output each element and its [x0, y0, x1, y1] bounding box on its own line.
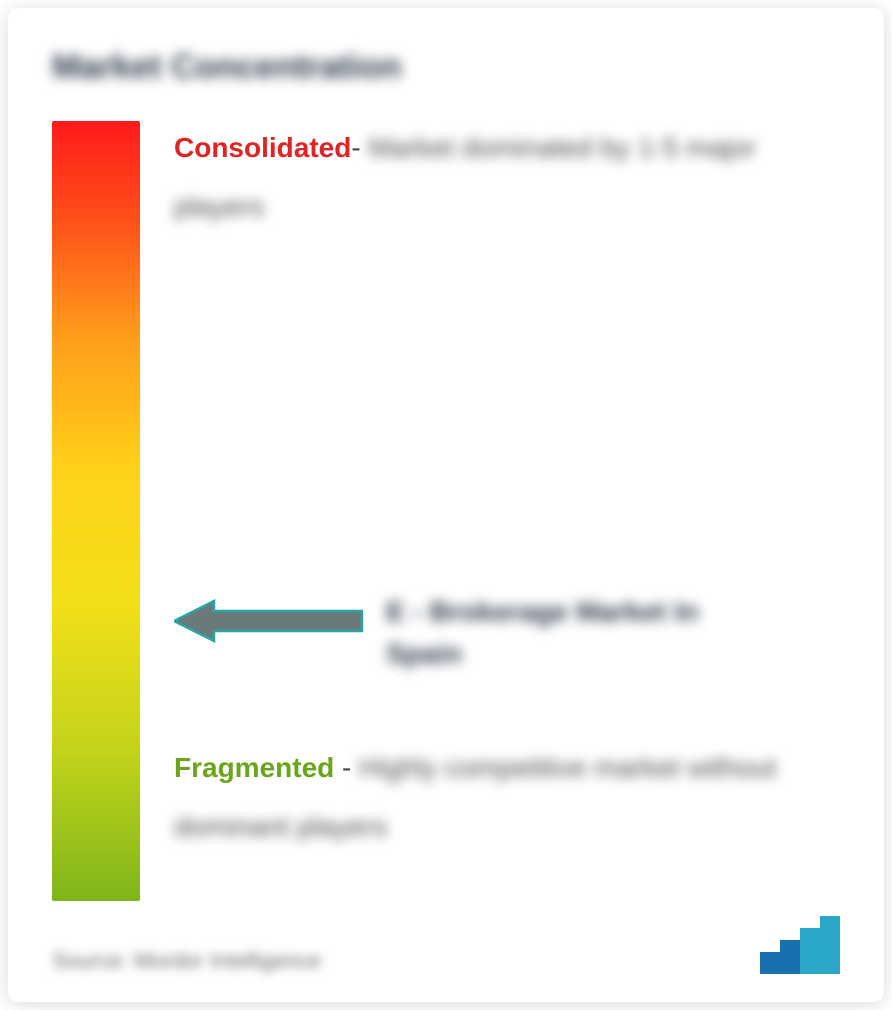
market-pointer: E - Brokerage Market In Spain [174, 591, 699, 675]
fragmented-label: Fragmented [174, 752, 334, 783]
consolidated-rest-line2: players [174, 180, 264, 233]
card-title: Market Concentration [52, 48, 840, 87]
market-name-label: E - Brokerage Market In Spain [386, 591, 699, 675]
fragmented-rest-line1: Highly competitive market without [359, 752, 776, 783]
fragmented-rest-line2: dominant players [174, 800, 387, 853]
market-name-line2: Spain [386, 638, 462, 669]
left-arrow-icon [174, 599, 364, 648]
market-concentration-card: Market Concentration Consolidated- Marke… [8, 8, 884, 1002]
consolidated-description: Consolidated- Market dominated by 1-5 ma… [174, 121, 840, 233]
consolidated-rest-line1: Market dominated by 1-5 major [368, 132, 756, 163]
annotations-column: Consolidated- Market dominated by 1-5 ma… [174, 121, 840, 901]
mordor-logo-icon [760, 916, 840, 974]
concentration-gradient-bar [52, 121, 140, 901]
fragmented-description: Fragmented - Highly competitive market w… [174, 741, 776, 853]
card-content: Consolidated- Market dominated by 1-5 ma… [52, 121, 840, 901]
consolidated-label: Consolidated [174, 132, 351, 163]
card-footer: Source: Mordor Intelligence [52, 916, 840, 974]
fragmented-separator: - [342, 752, 351, 783]
consolidated-separator: - [351, 132, 360, 163]
market-name-line1: E - Brokerage Market In [386, 596, 699, 627]
source-attribution: Source: Mordor Intelligence [52, 948, 321, 974]
